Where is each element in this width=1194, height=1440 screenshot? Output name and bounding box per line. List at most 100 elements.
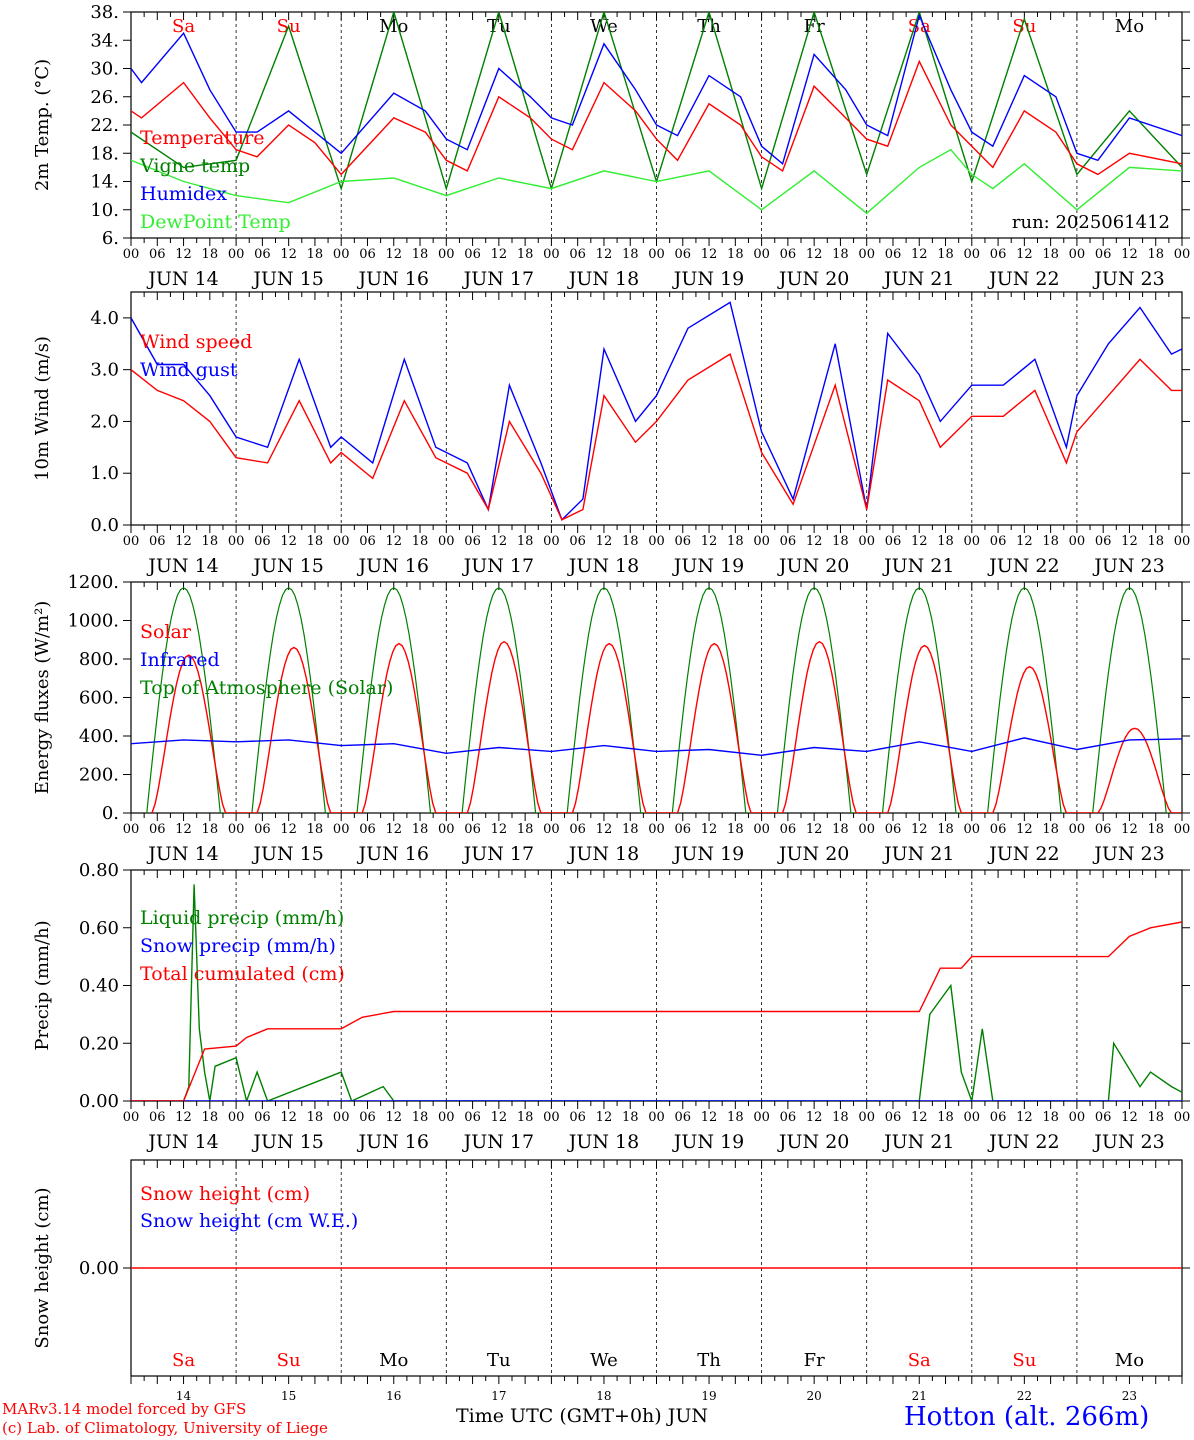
panel4-hour-label: 18 bbox=[622, 1110, 639, 1125]
panel2-hour-label: 12 bbox=[280, 534, 297, 549]
panel4-legend-label: Snow precip (mm/h) bbox=[140, 935, 336, 957]
panel5-y-axis-title: Snow height (cm) bbox=[32, 1187, 53, 1348]
panel5-day-number: 14 bbox=[176, 1389, 192, 1403]
panel3-hour-label: 12 bbox=[280, 822, 297, 837]
panel4-hour-label: 00 bbox=[1174, 1110, 1191, 1125]
panel1-hour-label: 12 bbox=[806, 247, 823, 262]
panel1-weekday-label: Mo bbox=[1115, 16, 1144, 37]
panel3-hour-label: 00 bbox=[228, 822, 245, 837]
panel5-day-number: 19 bbox=[701, 1389, 716, 1403]
panel3-date-label: JUN 20 bbox=[777, 843, 849, 865]
panel1-y-tick-label: 30. bbox=[90, 59, 119, 80]
panel3-hour-label: 12 bbox=[1121, 822, 1138, 837]
panel2-hour-label: 18 bbox=[202, 534, 219, 549]
panel5-day-number: 18 bbox=[596, 1389, 611, 1403]
panel2-hour-label: 06 bbox=[1095, 534, 1112, 549]
panel1-weekday-label: Sa bbox=[172, 16, 195, 37]
panel4-hour-label: 18 bbox=[937, 1110, 954, 1125]
panel4-hour-label: 06 bbox=[464, 1110, 481, 1125]
panel4-hour-label: 18 bbox=[307, 1110, 324, 1125]
panel5-weekday-label: Su bbox=[1012, 1350, 1036, 1371]
panel4-y-tick-label: 0.40 bbox=[79, 976, 119, 997]
panel2-hour-label: 06 bbox=[780, 534, 797, 549]
panel4-legend-label: Liquid precip (mm/h) bbox=[140, 907, 344, 929]
panel2-hour-label: 18 bbox=[412, 534, 429, 549]
series-total-cumulated-cm- bbox=[131, 921, 1182, 1101]
panel3-hour-label: 00 bbox=[123, 822, 140, 837]
panel5-weekday-label: Su bbox=[277, 1350, 301, 1371]
panel2-hour-label: 18 bbox=[937, 534, 954, 549]
panel2-hour-label: 00 bbox=[858, 534, 875, 549]
panel3-hour-label: 06 bbox=[569, 822, 586, 837]
panel1-hour-label: 18 bbox=[937, 247, 954, 262]
panel2-hour-label: 18 bbox=[622, 534, 639, 549]
panel3-hour-label: 12 bbox=[385, 822, 402, 837]
panel3-hour-label: 06 bbox=[254, 822, 271, 837]
panel1-series-group bbox=[131, 12, 1182, 215]
panel4-hour-label: 06 bbox=[990, 1110, 1007, 1125]
location-title: Hotton (alt. 266m) bbox=[904, 1402, 1150, 1432]
panel4-hour-label: 18 bbox=[202, 1110, 219, 1125]
panel1-weekday-label: Th bbox=[697, 16, 721, 37]
panel1-hour-label: 18 bbox=[1147, 247, 1164, 262]
panel1-hour-label: 00 bbox=[858, 247, 875, 262]
panel4-hour-label: 06 bbox=[1095, 1110, 1112, 1125]
panel3-hour-label: 18 bbox=[832, 822, 849, 837]
panel3-y-tick-label: 800. bbox=[79, 649, 119, 670]
panel4-series-group bbox=[131, 884, 1182, 1101]
panel4-hour-label: 12 bbox=[1121, 1110, 1138, 1125]
panel4-date-label: JUN 15 bbox=[251, 1131, 323, 1153]
credit-line-1: MARv3.14 model forced by GFS bbox=[2, 1400, 247, 1418]
panel5-weekday-label: Sa bbox=[172, 1350, 195, 1371]
panel3-hour-label: 06 bbox=[149, 822, 166, 837]
panel1-hour-label: 06 bbox=[675, 247, 692, 262]
panel2-date-label: JUN 20 bbox=[777, 555, 849, 577]
panel1-hour-label: 12 bbox=[175, 247, 192, 262]
panel1-legend-label: Humidex bbox=[140, 183, 227, 205]
panel2-y-tick-label: 1.0 bbox=[90, 463, 119, 484]
panel3-y-tick-label: 200. bbox=[79, 765, 119, 786]
panel1-hour-label: 12 bbox=[1016, 247, 1033, 262]
panel5-weekday-label: Tu bbox=[487, 1350, 511, 1371]
panel2-hour-label: 06 bbox=[885, 534, 902, 549]
series-liquid-precip-mm-h- bbox=[131, 884, 1182, 1101]
panel3-date-label: JUN 19 bbox=[672, 843, 744, 865]
panel1-hour-label: 06 bbox=[569, 247, 586, 262]
panel2-hour-label: 06 bbox=[990, 534, 1007, 549]
panel3-hour-label: 18 bbox=[307, 822, 324, 837]
panel3-hour-label: 00 bbox=[648, 822, 665, 837]
panel1-y-tick-label: 34. bbox=[90, 30, 119, 51]
panel4-hour-label: 06 bbox=[359, 1110, 376, 1125]
panel4-date-label: JUN 20 bbox=[777, 1131, 849, 1153]
panel3-hour-label: 18 bbox=[412, 822, 429, 837]
panel1-hour-label: 00 bbox=[333, 247, 350, 262]
panel1-hour-label: 12 bbox=[596, 247, 613, 262]
panel2-hour-label: 00 bbox=[964, 534, 981, 549]
panel5-weekday-label: Mo bbox=[1115, 1350, 1144, 1371]
panel4-hour-label: 06 bbox=[675, 1110, 692, 1125]
panel4-hour-label: 12 bbox=[806, 1110, 823, 1125]
panel1-hour-label: 00 bbox=[438, 247, 455, 262]
panel3-hour-label: 12 bbox=[491, 822, 508, 837]
panel2-date-label: JUN 23 bbox=[1092, 555, 1164, 577]
panel3-y-tick-label: 600. bbox=[79, 688, 119, 709]
panel2-y-axis-title: 10m Wind (m/s) bbox=[32, 336, 53, 481]
x-axis-title-text: Time UTC (GMT+0h) bbox=[456, 1405, 662, 1427]
panel3-date-label: JUN 18 bbox=[567, 843, 639, 865]
panel4-hour-label: 00 bbox=[123, 1110, 140, 1125]
panel3-date-label: JUN 15 bbox=[251, 843, 323, 865]
panel2-hour-label: 06 bbox=[569, 534, 586, 549]
panel1-hour-label: 18 bbox=[202, 247, 219, 262]
panel3-legend-label: Infrared bbox=[140, 649, 220, 671]
panel3-hour-label: 06 bbox=[885, 822, 902, 837]
panel1-hour-label: 06 bbox=[149, 247, 166, 262]
panel1-hour-label: 06 bbox=[254, 247, 271, 262]
panel2-hour-label: 12 bbox=[491, 534, 508, 549]
panel1-date-label: JUN 23 bbox=[1092, 268, 1164, 290]
panel2-hour-label: 06 bbox=[675, 534, 692, 549]
panel4-date-label: JUN 23 bbox=[1092, 1131, 1164, 1153]
panel2-date-label: JUN 14 bbox=[146, 555, 218, 577]
panel1-y-tick-label: 26. bbox=[90, 87, 119, 108]
panel2-y-tick-label: 3.0 bbox=[90, 360, 119, 381]
panel1-hour-label: 12 bbox=[1121, 247, 1138, 262]
